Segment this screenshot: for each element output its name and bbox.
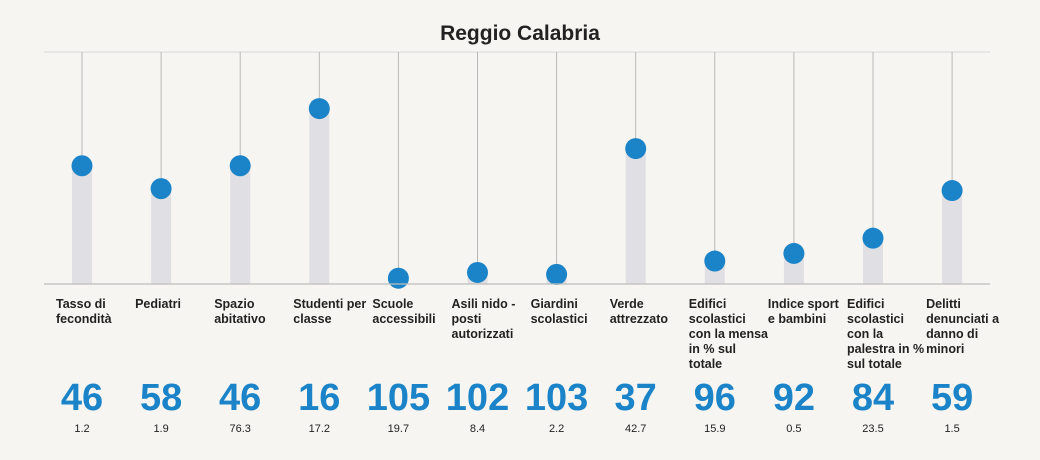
indicator-value: 0.5 xyxy=(786,423,802,435)
rank-value: 84 xyxy=(851,377,895,419)
rank-value: 59 xyxy=(930,377,974,419)
category-label: Verde attrezzato xyxy=(609,297,669,326)
rank-value: 103 xyxy=(524,377,589,419)
category-label: Asili nido - posti autorizzati xyxy=(451,297,516,341)
rank-value: 46 xyxy=(60,377,104,419)
rank-value: 16 xyxy=(298,377,341,419)
rank-value: 105 xyxy=(366,377,431,419)
value-bar xyxy=(625,148,646,284)
category-label: Edifici scolastici con la palestra in % … xyxy=(847,297,925,371)
data-point xyxy=(862,227,884,249)
indicator-value: 23.5 xyxy=(862,423,884,435)
indicator-value: 17.2 xyxy=(308,423,330,435)
data-point xyxy=(625,138,647,160)
indicator-value: 1.9 xyxy=(153,423,169,435)
value-bar xyxy=(942,190,963,284)
rank-value: 96 xyxy=(693,377,736,419)
data-point xyxy=(387,267,409,289)
value-bar xyxy=(151,188,172,284)
category-label: Studenti per classe xyxy=(293,297,367,326)
data-point xyxy=(546,263,568,285)
category-label: Spazio abitativo xyxy=(214,297,266,326)
category-label: Pediatri xyxy=(135,297,181,311)
indicator-value: 42.7 xyxy=(624,423,647,435)
data-point xyxy=(71,155,93,177)
rank-value: 92 xyxy=(772,377,816,419)
rank-value: 58 xyxy=(139,377,183,419)
data-point xyxy=(308,98,330,120)
rank-value: 102 xyxy=(445,377,510,419)
data-point xyxy=(467,261,488,283)
category-label: Edifici scolastici con la mensa in % sul… xyxy=(688,297,768,371)
indicator-value: 76.3 xyxy=(229,423,251,435)
data-point xyxy=(941,180,963,202)
data-point xyxy=(783,242,805,264)
value-bar xyxy=(863,238,883,284)
indicator-value: 19.7 xyxy=(387,423,410,435)
data-point xyxy=(229,155,251,177)
category-label: Giardini scolastici xyxy=(530,297,588,326)
value-bar xyxy=(72,165,92,284)
category-label: Scuole accessibili xyxy=(372,297,436,326)
value-bar xyxy=(309,108,330,285)
data-point xyxy=(150,178,172,200)
indicator-value: 15.9 xyxy=(704,423,726,435)
category-label: Indice sport e bambini xyxy=(767,297,839,326)
data-point xyxy=(704,250,726,272)
value-bar xyxy=(230,165,251,284)
category-label: Delitti denunciati a danno di minori xyxy=(926,297,1000,356)
category-label: Tasso di fecondità xyxy=(56,297,112,326)
rank-value: 46 xyxy=(219,377,262,419)
indicator-value: 1.5 xyxy=(944,423,960,435)
indicator-value: 2.2 xyxy=(548,423,565,435)
indicator-value: 8.4 xyxy=(469,423,486,435)
rank-value: 37 xyxy=(614,377,657,419)
chart-title: Reggio Calabria xyxy=(440,22,600,45)
indicator-value: 1.2 xyxy=(74,423,90,435)
